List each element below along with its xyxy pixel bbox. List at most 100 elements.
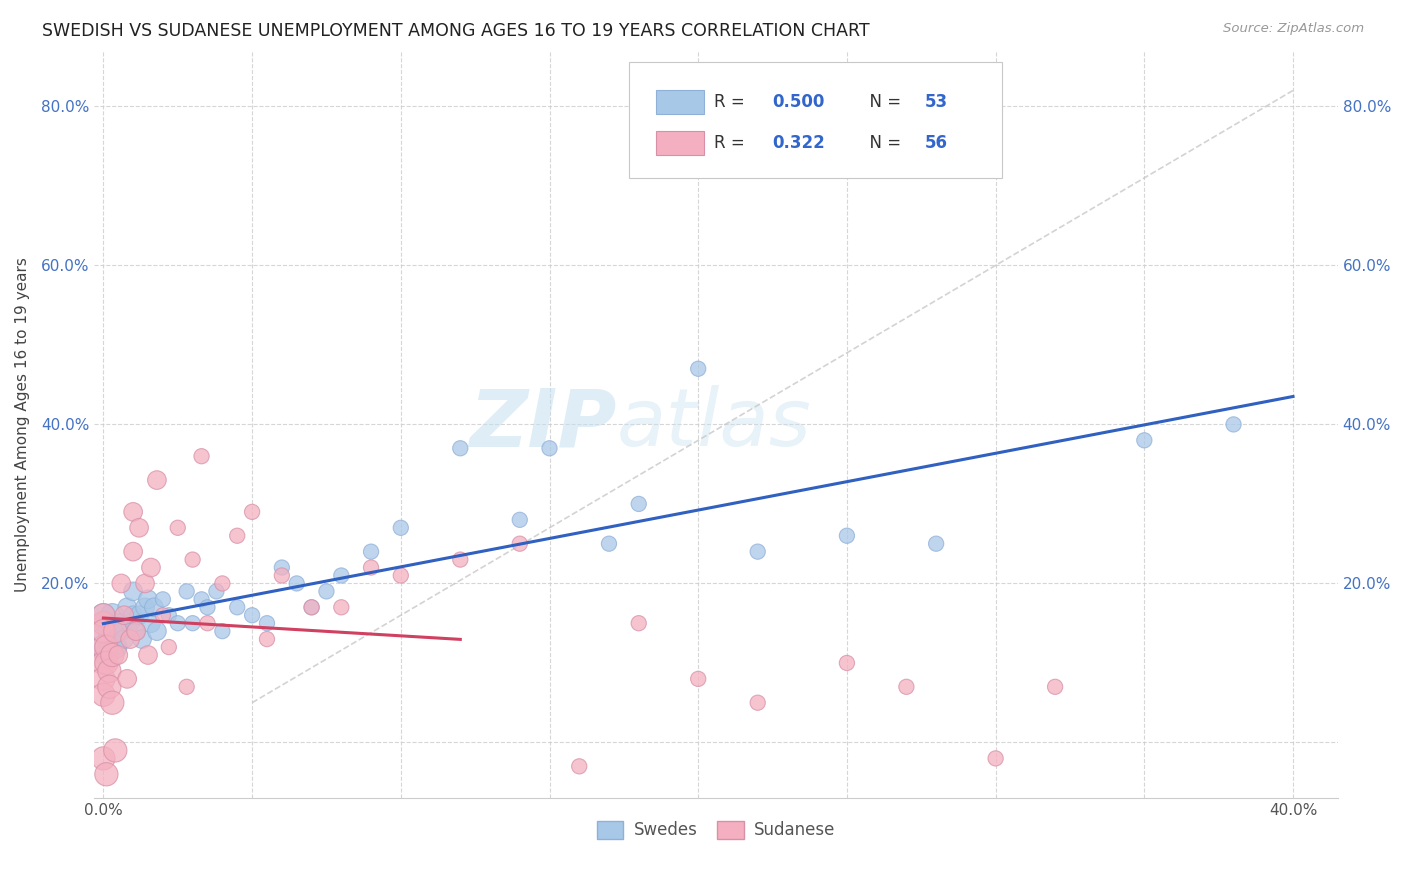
- Point: [136, 592, 159, 607]
- Point: [93, 616, 115, 631]
- Point: [226, 600, 249, 615]
- Text: N =: N =: [859, 135, 907, 153]
- Point: [226, 529, 249, 543]
- Point: [112, 608, 135, 623]
- Text: 56: 56: [925, 135, 948, 153]
- Text: 0.500: 0.500: [772, 94, 824, 112]
- Point: [181, 616, 204, 631]
- Point: [93, 751, 115, 765]
- Point: [270, 568, 292, 582]
- Point: [360, 560, 382, 574]
- Point: [166, 616, 188, 631]
- Point: [122, 505, 145, 519]
- Point: [389, 521, 412, 535]
- Point: [96, 767, 118, 781]
- Point: [176, 680, 198, 694]
- Point: [101, 696, 124, 710]
- Point: [315, 584, 337, 599]
- Point: [925, 537, 948, 551]
- Point: [115, 672, 138, 686]
- Point: [101, 608, 124, 623]
- Point: [115, 600, 138, 615]
- Point: [139, 616, 162, 631]
- Point: [197, 600, 219, 615]
- FancyBboxPatch shape: [657, 90, 703, 114]
- Point: [538, 442, 561, 456]
- Point: [122, 544, 145, 558]
- Point: [125, 624, 148, 639]
- Point: [389, 568, 412, 582]
- Point: [152, 608, 174, 623]
- Point: [104, 640, 127, 654]
- Point: [984, 751, 1007, 765]
- Point: [270, 560, 292, 574]
- Point: [896, 680, 918, 694]
- Point: [128, 521, 150, 535]
- Point: [211, 576, 233, 591]
- Point: [330, 568, 353, 582]
- Point: [93, 608, 115, 623]
- Point: [190, 592, 212, 607]
- Point: [122, 584, 145, 599]
- Point: [146, 624, 169, 639]
- Text: 53: 53: [925, 94, 948, 112]
- Point: [1133, 434, 1156, 448]
- Point: [205, 584, 228, 599]
- Point: [93, 656, 115, 670]
- Legend: Swedes, Sudanese: Swedes, Sudanese: [591, 814, 842, 846]
- Point: [197, 616, 219, 631]
- Point: [107, 648, 129, 662]
- Text: N =: N =: [859, 94, 907, 112]
- Point: [93, 640, 115, 654]
- Point: [107, 616, 129, 631]
- Point: [449, 552, 471, 566]
- Point: [110, 624, 132, 639]
- FancyBboxPatch shape: [657, 131, 703, 155]
- Point: [142, 600, 165, 615]
- Point: [688, 361, 710, 376]
- Point: [1222, 417, 1244, 432]
- Point: [112, 632, 135, 646]
- Text: ZIP: ZIP: [470, 385, 617, 464]
- Point: [98, 664, 121, 678]
- Point: [190, 449, 212, 463]
- Point: [285, 576, 308, 591]
- FancyBboxPatch shape: [628, 62, 1002, 178]
- Point: [301, 600, 323, 615]
- Point: [157, 608, 180, 623]
- Point: [176, 584, 198, 599]
- Point: [120, 632, 142, 646]
- Point: [98, 680, 121, 694]
- Point: [240, 505, 263, 519]
- Point: [509, 513, 531, 527]
- Point: [240, 608, 263, 623]
- Point: [93, 608, 115, 623]
- Point: [181, 552, 204, 566]
- Point: [1043, 680, 1066, 694]
- Text: R =: R =: [714, 135, 749, 153]
- Point: [449, 442, 471, 456]
- Point: [360, 544, 382, 558]
- Point: [330, 600, 353, 615]
- Point: [688, 672, 710, 686]
- Point: [96, 648, 118, 662]
- Point: [835, 656, 858, 670]
- Point: [128, 608, 150, 623]
- Point: [93, 624, 115, 639]
- Y-axis label: Unemployment Among Ages 16 to 19 years: Unemployment Among Ages 16 to 19 years: [15, 257, 30, 592]
- Point: [93, 640, 115, 654]
- Point: [93, 672, 115, 686]
- Point: [568, 759, 591, 773]
- Text: atlas: atlas: [617, 385, 811, 464]
- Point: [747, 544, 769, 558]
- Point: [627, 616, 650, 631]
- Point: [509, 537, 531, 551]
- Point: [146, 473, 169, 487]
- Point: [93, 688, 115, 702]
- Point: [139, 560, 162, 574]
- Point: [747, 696, 769, 710]
- Point: [157, 640, 180, 654]
- Point: [104, 624, 127, 639]
- Point: [101, 648, 124, 662]
- Point: [256, 616, 278, 631]
